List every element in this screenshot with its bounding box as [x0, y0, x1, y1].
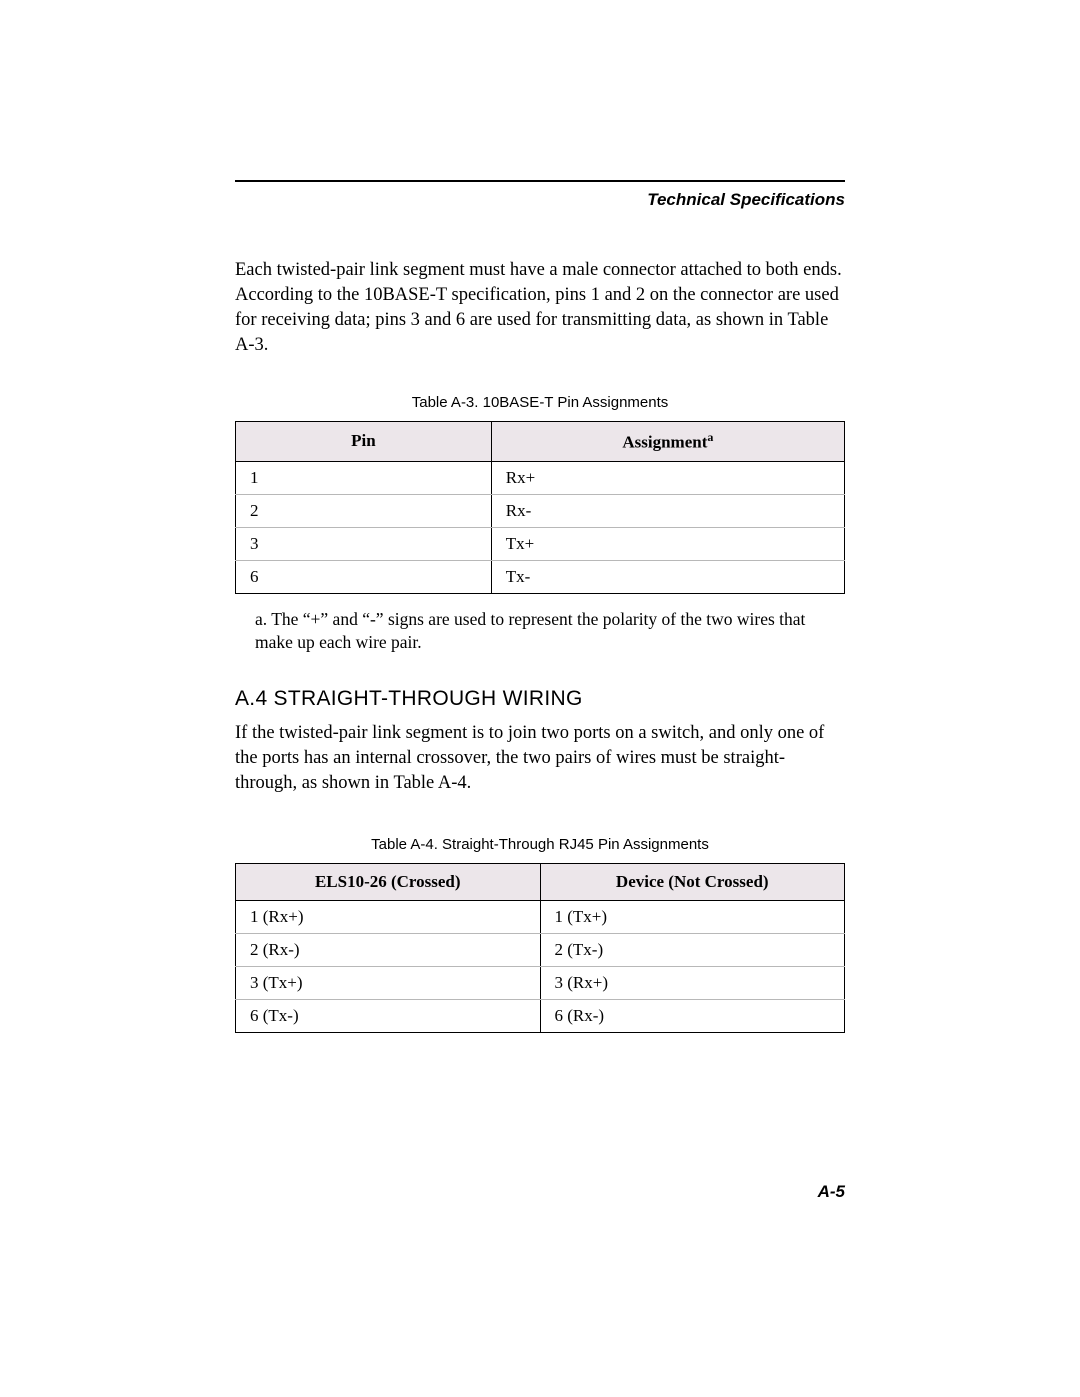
table-cell-right: 2 (Tx-): [540, 933, 845, 966]
table-cell-pin: 1: [236, 461, 492, 494]
table-a3-header-assignment: Assignmenta: [491, 421, 844, 461]
table-a4: ELS10-26 (Crossed) Device (Not Crossed) …: [235, 863, 845, 1033]
table-cell-assignment: Tx-: [491, 560, 844, 593]
section-heading-a4: A.4 STRAIGHT-THROUGH WIRING: [235, 687, 845, 711]
table-a4-header-right: Device (Not Crossed): [540, 863, 845, 900]
table-a3-footnote: a. The “+” and “-” signs are used to rep…: [255, 608, 825, 655]
table-cell-assignment: Rx+: [491, 461, 844, 494]
table-cell-right: 6 (Rx-): [540, 999, 845, 1032]
section-a4-paragraph: If the twisted-pair link segment is to j…: [235, 721, 845, 796]
table-a3-header-assignment-text: Assignment: [622, 433, 707, 452]
table-cell-left: 3 (Tx+): [236, 966, 541, 999]
table-cell-right: 3 (Rx+): [540, 966, 845, 999]
table-cell-pin: 3: [236, 527, 492, 560]
table-row: 6 (Tx-) 6 (Rx-): [236, 999, 845, 1032]
table-row: 2 (Rx-) 2 (Tx-): [236, 933, 845, 966]
table-cell-pin: 6: [236, 560, 492, 593]
table-row: 1 (Rx+) 1 (Tx+): [236, 900, 845, 933]
table-cell-left: 2 (Rx-): [236, 933, 541, 966]
table-cell-assignment: Tx+: [491, 527, 844, 560]
page-number: A-5: [818, 1182, 845, 1202]
table-cell-pin: 2: [236, 494, 492, 527]
running-header-title: Technical Specifications: [235, 190, 845, 210]
table-row: 2 Rx-: [236, 494, 845, 527]
table-row: 1 Rx+: [236, 461, 845, 494]
table-cell-assignment: Rx-: [491, 494, 844, 527]
table-row: 3 Tx+: [236, 527, 845, 560]
table-a4-header-left: ELS10-26 (Crossed): [236, 863, 541, 900]
table-a3-header-pin: Pin: [236, 421, 492, 461]
table-cell-left: 1 (Rx+): [236, 900, 541, 933]
table-a3-caption: Table A-3. 10BASE-T Pin Assignments: [235, 394, 845, 411]
intro-paragraph: Each twisted-pair link segment must have…: [235, 258, 845, 358]
table-a4-caption: Table A-4. Straight-Through RJ45 Pin Ass…: [235, 836, 845, 853]
table-a3: Pin Assignmenta 1 Rx+ 2 Rx- 3 Tx+ 6 Tx-: [235, 421, 845, 594]
table-cell-right: 1 (Tx+): [540, 900, 845, 933]
table-cell-left: 6 (Tx-): [236, 999, 541, 1032]
table-row: 6 Tx-: [236, 560, 845, 593]
table-row: 3 (Tx+) 3 (Rx+): [236, 966, 845, 999]
header-rule: [235, 180, 845, 182]
table-a3-header-assignment-sup: a: [707, 430, 713, 444]
